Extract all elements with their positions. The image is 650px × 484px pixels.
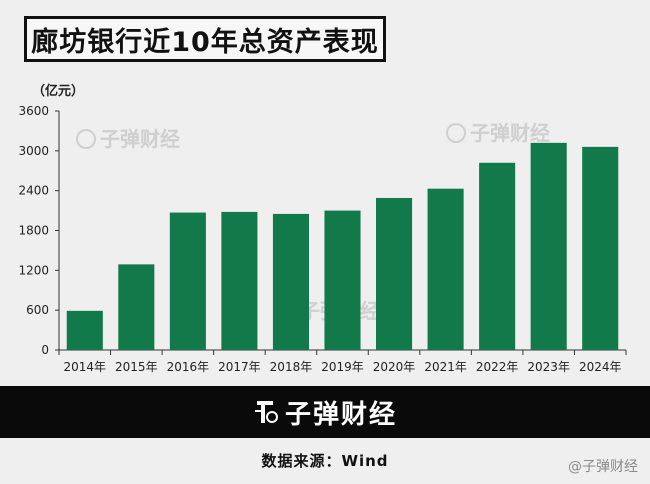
bar [272, 213, 309, 350]
bar-chart: 子弹财经子弹财经子弹财经0600120018002400300036002014… [18, 104, 627, 374]
y-tick-label: 3600 [18, 104, 49, 118]
y-tick-label: 0 [41, 343, 49, 357]
watermark-text: 子弹财经 [100, 127, 180, 151]
y-tick-label: 1200 [18, 263, 49, 277]
watermark: 子弹财经 [76, 127, 180, 151]
y-tick-label: 1800 [18, 224, 49, 238]
brand-name: 子弹财经 [284, 399, 397, 430]
x-tick-label: 2014年 [63, 360, 106, 374]
bar [427, 188, 464, 350]
bullet-logo-icon [254, 401, 278, 423]
data-source: 数据来源：Wind [261, 452, 389, 470]
y-tick-label: 2400 [18, 184, 49, 198]
watermark-logo-icon [446, 123, 466, 143]
bar [221, 211, 258, 350]
bar [324, 210, 361, 350]
bar [66, 310, 103, 350]
x-tick-label: 2023年 [527, 360, 570, 374]
bar [479, 162, 516, 350]
x-tick-label: 2020年 [373, 360, 416, 374]
y-axis-unit-label: （亿元） [32, 84, 85, 99]
watermark: 子弹财经 [446, 121, 550, 145]
bar [530, 142, 567, 350]
watermark-logo-icon [76, 129, 96, 149]
x-tick-label: 2016年 [167, 360, 210, 374]
x-tick-label: 2022年 [476, 360, 519, 374]
x-tick-label: 2018年 [270, 360, 313, 374]
corner-watermark: @子弹财经 [568, 459, 638, 475]
y-tick-label: 3000 [18, 144, 49, 158]
bar [582, 146, 619, 350]
chart-title: 廊坊银行近10年总资产表现 [24, 16, 386, 62]
x-tick-label: 2021年 [424, 360, 467, 374]
bar [169, 212, 206, 350]
x-tick-label: 2024年 [579, 360, 622, 374]
brand-band: 子弹财经 [0, 386, 650, 438]
y-tick-label: 600 [26, 303, 49, 317]
bar [376, 197, 413, 350]
x-tick-label: 2019年 [321, 360, 364, 374]
bar [118, 264, 155, 350]
x-tick-label: 2017年 [218, 360, 261, 374]
watermark-text: 子弹财经 [470, 121, 550, 145]
x-tick-label: 2015年 [115, 360, 158, 374]
